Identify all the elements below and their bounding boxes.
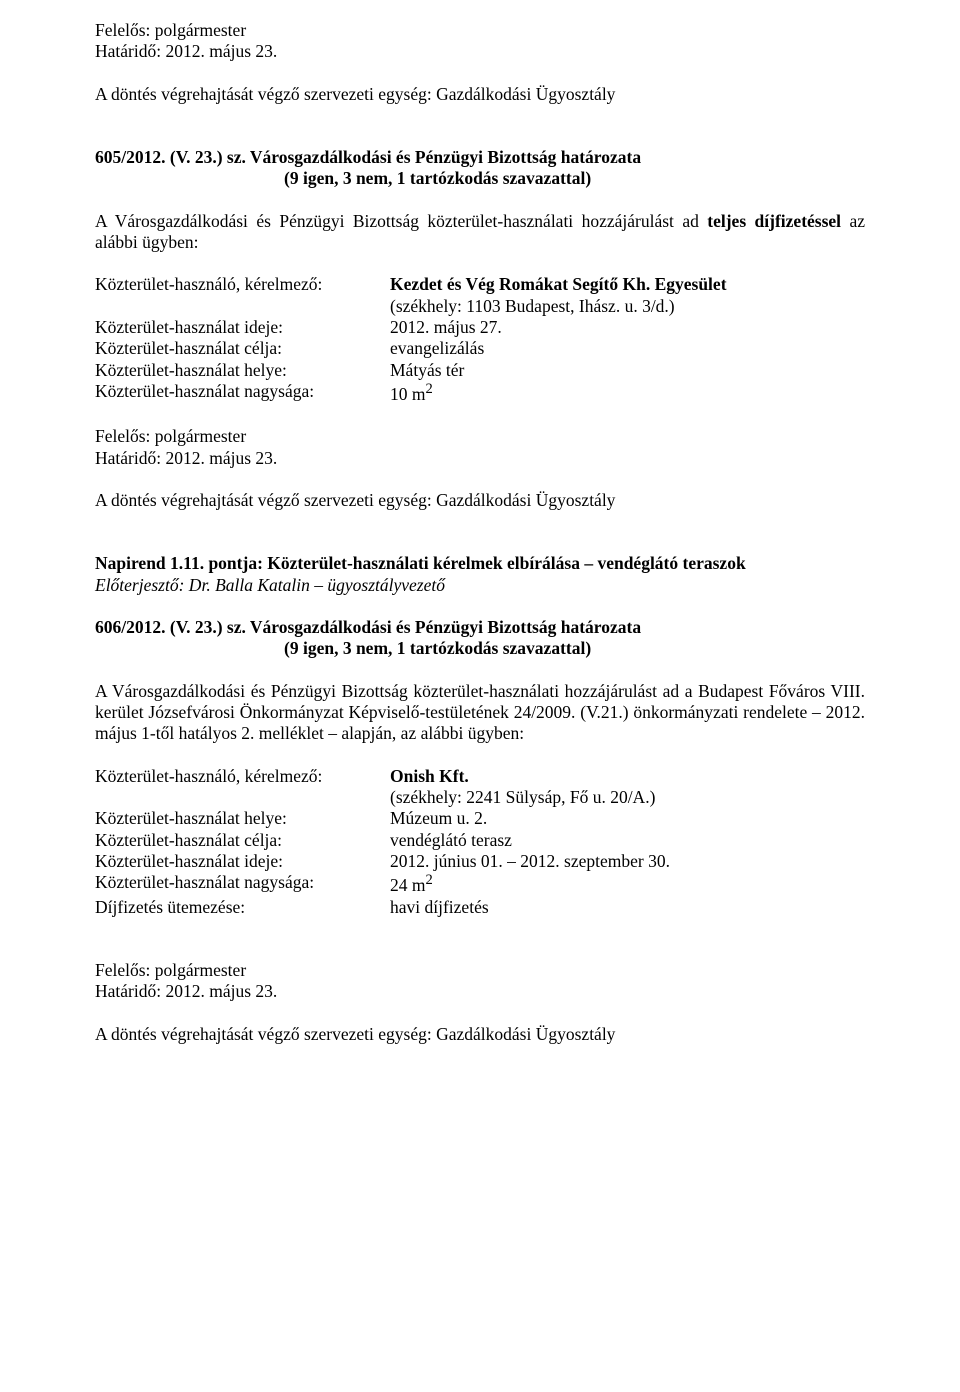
detail-label: Közterület-használat nagysága: (95, 381, 390, 405)
resolution-preamble: A Városgazdálkodási és Pénzügyi Bizottsá… (95, 211, 865, 254)
preamble-bold: teljes díjfizetéssel (707, 211, 841, 231)
applicant-name: Kezdet és Vég Romákat Segítő Kh. Egyesül… (390, 274, 727, 294)
detail-value: 10 m2 (390, 381, 865, 405)
detail-label: Közterület-használó, kérelmező: (95, 274, 390, 317)
presenter-text: Előterjesztő: Dr. Balla Katalin – ügyosz… (95, 575, 865, 596)
detail-value: 2012. június 01. – 2012. szeptember 30. (390, 851, 865, 872)
execution-note: A döntés végrehajtását végző szervezeti … (95, 490, 865, 511)
detail-row: Közterület-használat helye: Mátyás tér (95, 360, 865, 381)
detail-row: Közterület-használat ideje: 2012. május … (95, 317, 865, 338)
detail-value: Mátyás tér (390, 360, 865, 381)
detail-row: Közterület-használat nagysága: 24 m2 (95, 872, 865, 896)
area-value: 10 m (390, 384, 426, 404)
execution-note: A döntés végrehajtását végző szervezeti … (95, 1024, 865, 1045)
applicant-address: (székhely: 2241 Sülysáp, Fő u. 20/A.) (390, 787, 655, 807)
vote-line: (9 igen, 3 nem, 1 tartózkodás szavazatta… (95, 638, 865, 659)
detail-label: Közterület-használat ideje: (95, 851, 390, 872)
detail-row: Közterület-használat nagysága: 10 m2 (95, 381, 865, 405)
detail-value: Múzeum u. 2. (390, 808, 865, 829)
resolution-header: 606/2012. (V. 23.) sz. Városgazdálkodási… (95, 617, 865, 638)
preamble-part-a: A Városgazdálkodási és Pénzügyi Bizottsá… (95, 211, 707, 231)
deadline-text: Határidő: 2012. május 23. (95, 448, 865, 469)
responsible-text: Felelős: polgármester (95, 960, 865, 981)
detail-row: Közterület-használó, kérelmező: Kezdet é… (95, 274, 865, 317)
area-value: 24 m (390, 875, 426, 895)
detail-value: Kezdet és Vég Romákat Segítő Kh. Egyesül… (390, 274, 865, 317)
execution-note: A döntés végrehajtását végző szervezeti … (95, 84, 865, 105)
detail-value: evangelizálás (390, 338, 865, 359)
detail-label: Közterület-használó, kérelmező: (95, 766, 390, 809)
detail-value: vendéglátó terasz (390, 830, 865, 851)
detail-row: Közterület-használat célja: vendéglátó t… (95, 830, 865, 851)
detail-row: Közterület-használat helye: Múzeum u. 2. (95, 808, 865, 829)
applicant-name: Onish Kft. (390, 766, 469, 786)
vote-line: (9 igen, 3 nem, 1 tartózkodás szavazatta… (95, 168, 865, 189)
detail-label: Közterület-használat helye: (95, 808, 390, 829)
detail-value: 2012. május 27. (390, 317, 865, 338)
area-sup: 2 (426, 872, 433, 888)
agenda-header: Napirend 1.11. pontja: Közterület-haszná… (95, 553, 865, 574)
resolution-header: 605/2012. (V. 23.) sz. Városgazdálkodási… (95, 147, 865, 168)
detail-value: Onish Kft. (székhely: 2241 Sülysáp, Fő u… (390, 766, 865, 809)
detail-value: 24 m2 (390, 872, 865, 896)
deadline-text: Határidő: 2012. május 23. (95, 41, 865, 62)
detail-value: havi díjfizetés (390, 897, 865, 918)
detail-label: Közterület-használat ideje: (95, 317, 390, 338)
detail-label: Közterület-használat célja: (95, 830, 390, 851)
detail-row: Közterület-használó, kérelmező: Onish Kf… (95, 766, 865, 809)
detail-label: Közterület-használat helye: (95, 360, 390, 381)
detail-label: Díjfizetés ütemezése: (95, 897, 390, 918)
detail-label: Közterület-használat célja: (95, 338, 390, 359)
resolution-preamble: A Városgazdálkodási és Pénzügyi Bizottsá… (95, 681, 865, 745)
responsible-text: Felelős: polgármester (95, 20, 865, 41)
responsible-text: Felelős: polgármester (95, 426, 865, 447)
detail-row: Díjfizetés ütemezése: havi díjfizetés (95, 897, 865, 918)
area-sup: 2 (426, 381, 433, 397)
detail-row: Közterület-használat ideje: 2012. június… (95, 851, 865, 872)
detail-row: Közterület-használat célja: evangelizálá… (95, 338, 865, 359)
applicant-address: (székhely: 1103 Budapest, Ihász. u. 3/d.… (390, 296, 675, 316)
detail-label: Közterület-használat nagysága: (95, 872, 390, 896)
deadline-text: Határidő: 2012. május 23. (95, 981, 865, 1002)
